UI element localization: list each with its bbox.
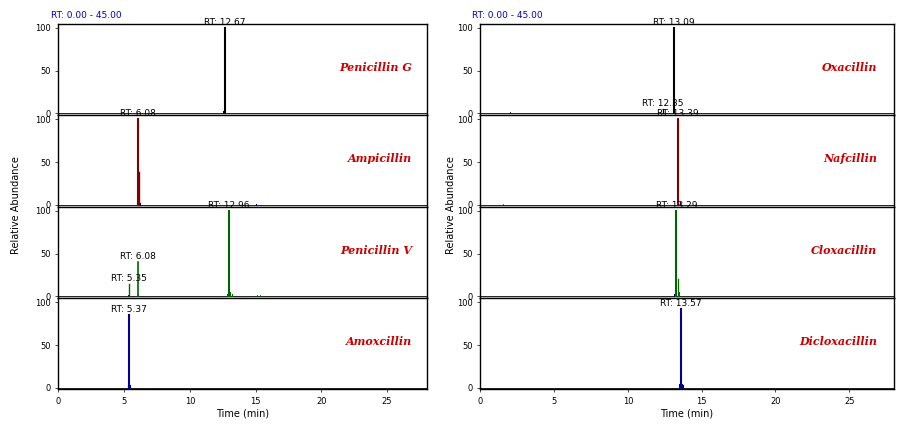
Text: RT: 0.00 - 45.00: RT: 0.00 - 45.00 bbox=[51, 11, 121, 20]
Text: Relative Abundance: Relative Abundance bbox=[445, 157, 456, 254]
Text: Nafcillin: Nafcillin bbox=[823, 153, 877, 164]
Text: Cloxacillin: Cloxacillin bbox=[811, 245, 877, 256]
Text: Dicloxacillin: Dicloxacillin bbox=[799, 336, 877, 348]
Text: Relative Abundance: Relative Abundance bbox=[11, 157, 22, 254]
Text: Ampicillin: Ampicillin bbox=[348, 153, 412, 164]
Text: Penicillin V: Penicillin V bbox=[339, 245, 412, 256]
Text: Amoxcillin: Amoxcillin bbox=[346, 336, 412, 348]
Text: RT: 0.00 - 45.00: RT: 0.00 - 45.00 bbox=[472, 11, 542, 20]
Text: Penicillin G: Penicillin G bbox=[339, 62, 412, 73]
Text: RT: 6.08: RT: 6.08 bbox=[120, 252, 156, 261]
X-axis label: Time (min): Time (min) bbox=[216, 409, 269, 419]
Text: RT: 12.67: RT: 12.67 bbox=[204, 18, 246, 27]
Text: RT: 13.29: RT: 13.29 bbox=[656, 200, 697, 209]
Text: RT: 13.57: RT: 13.57 bbox=[660, 299, 701, 308]
Text: RT: 12.96: RT: 12.96 bbox=[208, 200, 250, 209]
Text: RT: 5.37: RT: 5.37 bbox=[111, 305, 147, 314]
Text: RT: 12.35: RT: 12.35 bbox=[642, 99, 683, 108]
Text: RT: 13.39: RT: 13.39 bbox=[657, 109, 699, 118]
Text: RT: 5.35: RT: 5.35 bbox=[110, 274, 146, 283]
Text: Oxacillin: Oxacillin bbox=[822, 62, 877, 73]
Text: RT: 6.08: RT: 6.08 bbox=[120, 109, 156, 118]
X-axis label: Time (min): Time (min) bbox=[660, 409, 714, 419]
Text: RT: 13.09: RT: 13.09 bbox=[653, 18, 694, 27]
